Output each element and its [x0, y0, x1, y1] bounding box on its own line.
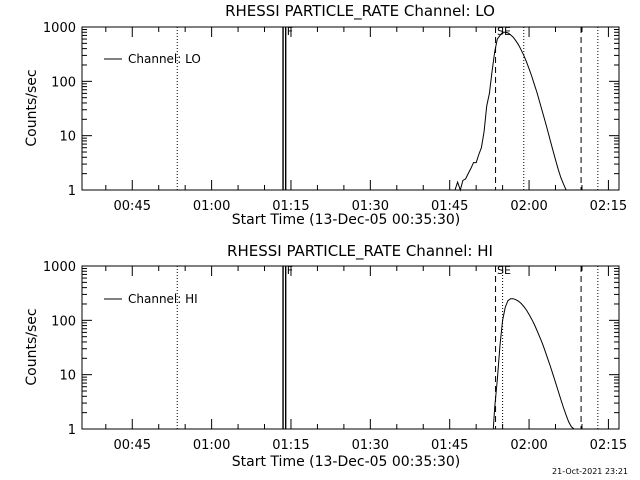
y-tick-label: 100 — [51, 314, 76, 329]
flag-label: F — [287, 264, 293, 277]
x-tick-label: 01:45 — [431, 438, 468, 453]
panel-lo-y-label: Counts/sec — [24, 69, 40, 146]
y-tick-label: 1 — [68, 423, 76, 438]
panel-hi-x-axis: 00:45 01:00 01:15 01:30 01:45 02:00 02:15 — [105, 266, 627, 453]
panel-hi-event-lines: F SE — [176, 264, 599, 429]
panel-lo-plot-frame — [81, 26, 620, 191]
x-tick-label: 01:00 — [193, 199, 230, 214]
x-tick-label: 01:45 — [431, 199, 468, 214]
panel-hi-plot-frame — [81, 265, 620, 430]
panel-lo-event-lines: F SE — [176, 25, 599, 190]
x-tick-label: 00:45 — [114, 438, 151, 453]
panel-lo-spikes — [282, 27, 287, 190]
panel-lo: RHESSI PARTICLE_RATE Channel: LO 1101001… — [24, 2, 627, 228]
x-tick-label: 02:00 — [510, 199, 547, 214]
y-tick-label: 10 — [59, 130, 76, 145]
series-line — [454, 31, 574, 192]
x-tick-label: 01:15 — [272, 438, 309, 453]
panel-lo-y-axis: 1 10 100 1000 — [43, 21, 619, 199]
x-tick-label: 01:15 — [272, 199, 309, 214]
panel-lo-x-axis: 00:45 01:00 01:15 01:30 01:45 02:00 02:15 — [105, 27, 627, 214]
panel-hi-x-label: Start Time (13-Dec-05 00:35:30) — [232, 454, 460, 470]
x-tick-label: 02:00 — [510, 438, 547, 453]
flag-label: SE — [497, 264, 511, 277]
x-tick-label: 00:45 — [114, 199, 151, 214]
panel-hi-y-label: Counts/sec — [24, 308, 40, 385]
y-tick-label: 100 — [51, 75, 76, 90]
panel-lo-legend-label: Channel: LO — [128, 52, 201, 66]
y-tick-label: 1000 — [43, 21, 76, 36]
x-tick-label: 01:30 — [352, 438, 389, 453]
panel-lo-x-label: Start Time (13-Dec-05 00:35:30) — [232, 212, 460, 228]
panel-lo-series — [454, 31, 574, 192]
series-line — [492, 298, 580, 430]
flag-label: F — [287, 25, 293, 38]
x-tick-label: 01:30 — [352, 199, 389, 214]
generation-timestamp: 21-Oct-2021 23:21 — [552, 467, 628, 476]
panel-lo-title: RHESSI PARTICLE_RATE Channel: LO — [225, 2, 495, 21]
x-tick-label: 02:15 — [590, 438, 627, 453]
y-tick-label: 10 — [59, 369, 76, 384]
x-tick-label: 01:00 — [193, 438, 230, 453]
panel-hi-title: RHESSI PARTICLE_RATE Channel: HI — [227, 242, 493, 261]
panel-hi-y-axis: 1 10 100 1000 — [43, 260, 619, 438]
panel-hi-spikes — [282, 266, 287, 429]
y-tick-label: 1 — [68, 184, 76, 199]
panel-hi-legend-label: Channel: HI — [128, 292, 198, 306]
y-tick-label: 1000 — [43, 260, 76, 275]
panel-hi: RHESSI PARTICLE_RATE Channel: HI 1101001… — [24, 242, 627, 470]
panel-hi-series — [492, 298, 580, 430]
x-tick-label: 02:15 — [590, 199, 627, 214]
